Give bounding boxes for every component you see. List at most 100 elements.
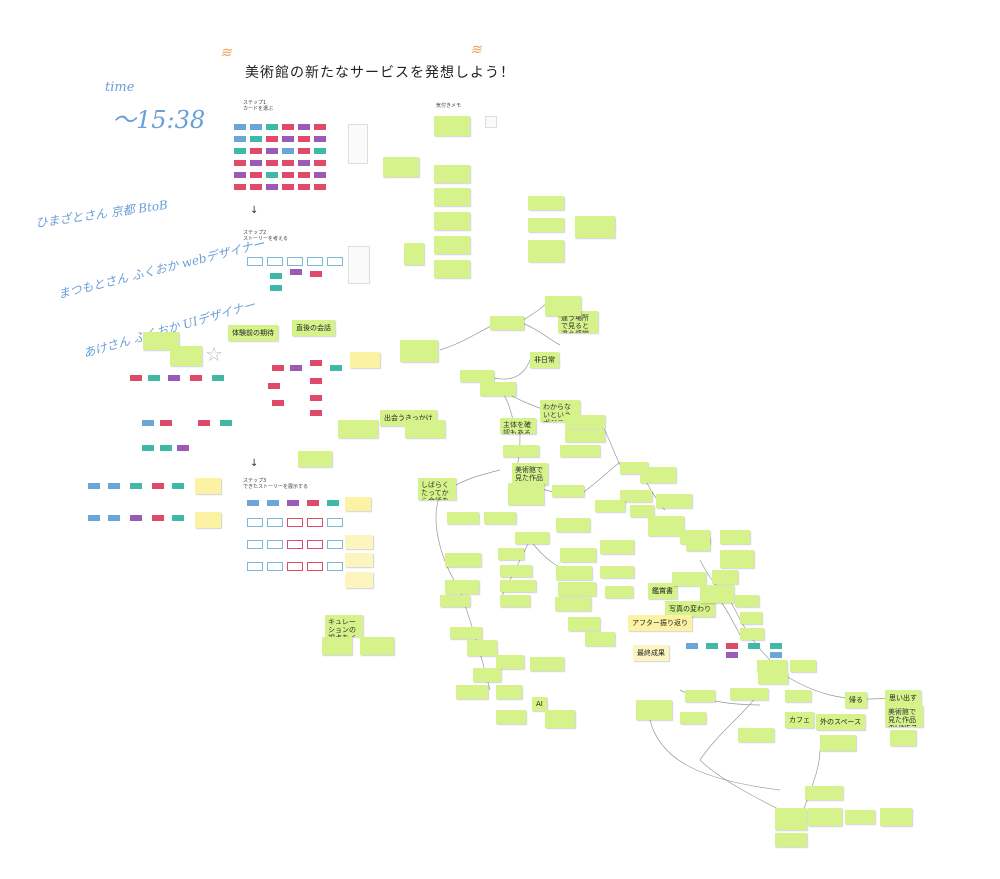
card[interactable] [130,375,142,381]
topic-outside-space[interactable]: 外のスペース [816,714,866,730]
exhibit-slot[interactable] [307,562,323,571]
sticky-note[interactable] [345,497,371,511]
story-slot[interactable] [287,257,303,266]
sticky-note[interactable] [672,572,706,586]
card[interactable] [310,271,322,277]
card[interactable] [298,172,310,178]
topic-impression[interactable]: 鑑賞書 [648,583,677,599]
sticky-note[interactable] [758,672,788,684]
card[interactable] [247,500,259,506]
card[interactable] [748,643,760,649]
sticky-note[interactable] [556,566,592,580]
sticky-note[interactable] [720,550,754,568]
card[interactable] [160,420,172,426]
sticky-note[interactable] [575,216,615,238]
card[interactable] [686,643,698,649]
card[interactable] [272,365,284,371]
sticky-note[interactable] [496,685,522,699]
sticky-note[interactable] [790,660,816,672]
sticky-note[interactable] [500,595,530,607]
card[interactable] [327,500,339,506]
card[interactable] [152,483,164,489]
sticky-note[interactable] [620,490,652,502]
card[interactable] [142,445,154,451]
exhibit-slot[interactable] [327,540,343,549]
topic-cafe[interactable]: カフェ [785,712,814,728]
sticky-note[interactable] [434,165,470,183]
card[interactable] [770,652,782,658]
sticky-note[interactable] [496,655,524,669]
sticky-note[interactable] [360,637,394,655]
exhibit-slot[interactable] [327,518,343,527]
sticky-note[interactable] [656,494,692,508]
sticky-note[interactable] [404,243,424,265]
sticky-note[interactable] [585,632,615,646]
card[interactable] [234,136,246,142]
card[interactable] [314,184,326,190]
card[interactable] [172,483,184,489]
sticky-note[interactable] [400,340,438,362]
sticky-note[interactable] [350,352,380,368]
card[interactable] [152,515,164,521]
sticky-note[interactable] [528,240,564,262]
sticky-note[interactable] [528,196,564,210]
card[interactable] [282,184,294,190]
card[interactable] [172,515,184,521]
sticky-note[interactable] [496,710,526,724]
sticky-note[interactable] [434,188,470,206]
sticky-note[interactable] [595,500,625,512]
sticky-note[interactable] [560,548,596,562]
topic-ai[interactable]: AI [532,697,547,711]
exhibit-slot[interactable] [287,518,303,527]
exhibit-slot[interactable] [267,518,283,527]
card[interactable] [234,124,246,130]
sticky-note[interactable] [345,572,373,588]
sticky-note[interactable] [600,566,634,578]
card[interactable] [282,136,294,142]
sticky-note[interactable] [565,415,605,429]
sticky-note[interactable] [775,808,807,830]
sticky-note[interactable] [545,710,575,728]
card[interactable] [234,148,246,154]
card[interactable] [142,420,154,426]
sticky-note[interactable] [434,212,470,230]
card[interactable] [190,375,202,381]
story-slot[interactable] [307,257,323,266]
sticky-note[interactable] [685,690,715,702]
card[interactable] [272,400,284,406]
sticky-note[interactable] [720,530,750,544]
sticky-note[interactable] [785,690,811,702]
card[interactable] [234,184,246,190]
card[interactable] [287,500,299,506]
card[interactable] [282,124,294,130]
card[interactable] [198,420,210,426]
sticky-note[interactable] [195,478,221,494]
exhibit-slot[interactable] [247,562,263,571]
card[interactable] [314,148,326,154]
card[interactable] [148,375,160,381]
sticky-note[interactable] [808,808,842,826]
sticky-note[interactable] [445,580,479,594]
topic-go-home[interactable]: 帰る [845,692,867,708]
sticky-note[interactable] [170,346,202,366]
card[interactable] [314,136,326,142]
sticky-note[interactable] [730,688,768,700]
note-card[interactable] [348,124,368,164]
sticky-note[interactable] [605,586,633,598]
card[interactable] [88,515,100,521]
story-slot[interactable] [327,257,343,266]
card[interactable] [266,124,278,130]
sticky-note[interactable] [565,430,605,442]
sticky-note[interactable] [345,553,373,567]
sticky-different[interactable]: 違う場所で見ると違う感覚であるという発見 [558,311,598,333]
sticky-note[interactable] [473,668,501,682]
sticky-note[interactable] [820,735,856,751]
sticky-note[interactable] [456,685,488,699]
card[interactable] [330,365,342,371]
card[interactable] [160,445,172,451]
sticky-museum-line[interactable]: 美術館で見た作品のLINEスタンプで会話 [885,705,923,727]
sticky-note[interactable] [480,382,516,396]
card[interactable] [298,136,310,142]
card[interactable] [310,360,322,366]
sticky-note[interactable] [712,570,738,584]
